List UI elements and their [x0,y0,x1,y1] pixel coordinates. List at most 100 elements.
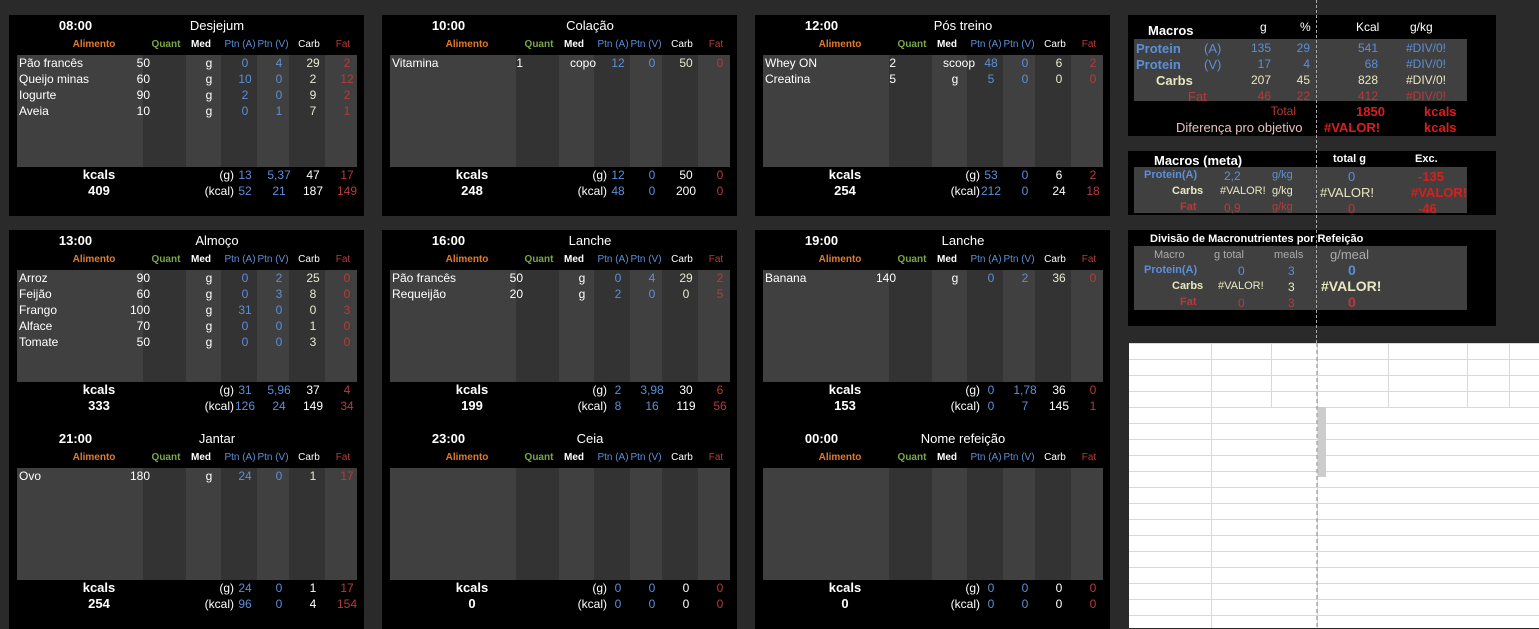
food-quant[interactable]: 60 [136,72,150,86]
meal-name[interactable]: Nome refeição [920,431,1006,446]
food-unit[interactable]: g [205,319,213,333]
food-unit[interactable]: g [205,88,213,102]
meal-name[interactable]: Pós treino [933,18,993,33]
food-quant[interactable]: 90 [136,271,150,285]
food-quant[interactable]: 140 [875,271,896,285]
division-meals[interactable]: 3 [1288,280,1295,294]
food-quant[interactable]: 50 [136,335,150,349]
food-row[interactable]: Frango 100 g 31 0 0 3 [17,302,357,318]
food-quant[interactable]: 10 [136,104,150,118]
food-name[interactable]: Queijo minas [19,72,90,86]
meal-name[interactable]: Colação [566,18,614,33]
food-carb: 29 [679,271,693,285]
kcal-fat: 18 [1086,184,1100,198]
food-quant[interactable]: 5 [889,72,896,86]
kcal-ptn-a: 8 [614,399,622,413]
food-name[interactable]: Aveia [19,104,49,118]
food-name[interactable]: Creatina [765,72,811,86]
food-quant[interactable]: 180 [129,469,150,483]
meal-items[interactable]: Whey ON 2 scoop 48 0 6 2 Creatina 5 g 5 … [763,55,1103,167]
food-unit[interactable]: copo [570,56,597,70]
meal-name[interactable]: Ceia [576,431,604,446]
food-unit[interactable]: g [205,271,213,285]
food-name[interactable]: Whey ON [765,56,818,70]
food-row[interactable]: Tomate 50 g 0 0 3 0 [17,334,357,350]
food-quant[interactable]: 100 [129,303,150,317]
food-unit[interactable]: g [205,469,213,483]
food-name[interactable]: Frango [19,303,58,317]
meal-items[interactable] [763,468,1103,580]
food-row[interactable]: Creatina 5 g 5 0 0 0 [763,71,1103,87]
food-name[interactable]: Requeijão [392,287,447,301]
meal-time: 21:00 [58,431,93,446]
meal-items[interactable]: Vitamina 1 copo 12 0 50 0 [390,55,730,167]
food-quant[interactable]: 60 [136,287,150,301]
meal-items[interactable] [390,468,730,580]
food-quant[interactable]: 1 [516,56,523,70]
meal-items[interactable]: Pão francês 50 g 0 4 29 2 Queijo minas 6… [17,55,357,167]
meal-name[interactable]: Lanche [568,233,612,248]
food-name[interactable]: Vitamina [392,56,439,70]
food-row[interactable]: Banana 140 g 0 2 36 0 [763,270,1103,286]
meta-value[interactable]: 0,9 [1224,201,1241,215]
food-name[interactable]: Arroz [19,271,48,285]
food-name[interactable]: Iogurte [19,88,57,102]
food-row[interactable]: Pão francês 50 g 0 4 29 2 [17,55,357,71]
meal-grams-row: kcals (g) 13 5,37 47 17 [9,167,364,183]
food-row[interactable]: Arroz 90 g 0 2 25 0 [17,270,357,286]
food-name[interactable]: Ovo [19,469,42,483]
food-quant[interactable]: 90 [136,88,150,102]
food-name[interactable]: Alface [19,319,53,333]
diff-unit: kcals [1424,120,1457,135]
food-name[interactable]: Tomate [19,335,59,349]
meal-items[interactable]: Banana 140 g 0 2 36 0 [763,270,1103,382]
food-row[interactable]: Alface 70 g 0 0 1 0 [17,318,357,334]
meal-name[interactable]: Lanche [941,233,985,248]
food-quant[interactable]: 50 [509,271,523,285]
empty-sheet-area[interactable] [1129,343,1539,628]
food-unit[interactable]: g [951,271,959,285]
food-name[interactable]: Banana [765,271,807,285]
meal-items[interactable]: Arroz 90 g 0 2 25 0 Feijão 60 g 0 3 8 0 … [17,270,357,382]
food-row[interactable]: Ovo 180 g 24 0 1 17 [17,468,357,484]
food-unit[interactable]: g [578,271,586,285]
meal-items[interactable]: Ovo 180 g 24 0 1 17 [17,468,357,580]
food-row[interactable]: Whey ON 2 scoop 48 0 6 2 [763,55,1103,71]
grams-ptn-v: 3,98 [640,383,664,397]
food-unit[interactable]: g [205,335,213,349]
food-name[interactable]: Pão francês [19,56,84,70]
division-meals[interactable]: 3 [1288,264,1295,278]
meal-name[interactable]: Jantar [198,431,236,446]
food-unit[interactable]: g [578,287,586,301]
food-unit[interactable]: g [205,287,213,301]
division-meals[interactable]: 3 [1288,296,1295,310]
food-row[interactable]: Vitamina 1 copo 12 0 50 0 [390,55,730,71]
meal-name[interactable]: Desjejum [189,18,245,33]
meal-items[interactable]: Pão francês 50 g 0 4 29 2 Requeijão 20 g… [390,270,730,382]
food-unit[interactable]: g [205,303,213,317]
food-row[interactable]: Queijo minas 60 g 10 0 2 12 [17,71,357,87]
food-row[interactable]: Requeijão 20 g 2 0 0 5 [390,286,730,302]
grams-fat: 0 [716,581,724,595]
food-row[interactable]: Aveia 10 g 0 1 7 1 [17,103,357,119]
food-unit[interactable]: scoop [943,56,976,70]
food-name[interactable]: Feijão [19,287,52,301]
food-ptn-v: 0 [275,303,283,317]
food-quant[interactable]: 2 [889,56,896,70]
meal-name[interactable]: Almoço [195,233,239,248]
food-unit[interactable]: g [205,72,213,86]
meta-value[interactable]: 2,2 [1224,169,1241,183]
meta-total: #VALOR! [1320,185,1374,200]
meta-value[interactable]: #VALOR! [1220,185,1266,197]
food-quant[interactable]: 50 [136,56,150,70]
food-unit[interactable]: g [951,72,959,86]
food-quant[interactable]: 70 [136,319,150,333]
food-quant[interactable]: 20 [509,287,523,301]
food-unit[interactable]: g [205,56,213,70]
food-row[interactable]: Pão francês 50 g 0 4 29 2 [390,270,730,286]
food-row[interactable]: Feijão 60 g 0 3 8 0 [17,286,357,302]
food-row[interactable]: Iogurte 90 g 2 0 9 2 [17,87,357,103]
col-fat: Fat [335,254,351,265]
food-name[interactable]: Pão francês [392,271,457,285]
food-unit[interactable]: g [205,104,213,118]
